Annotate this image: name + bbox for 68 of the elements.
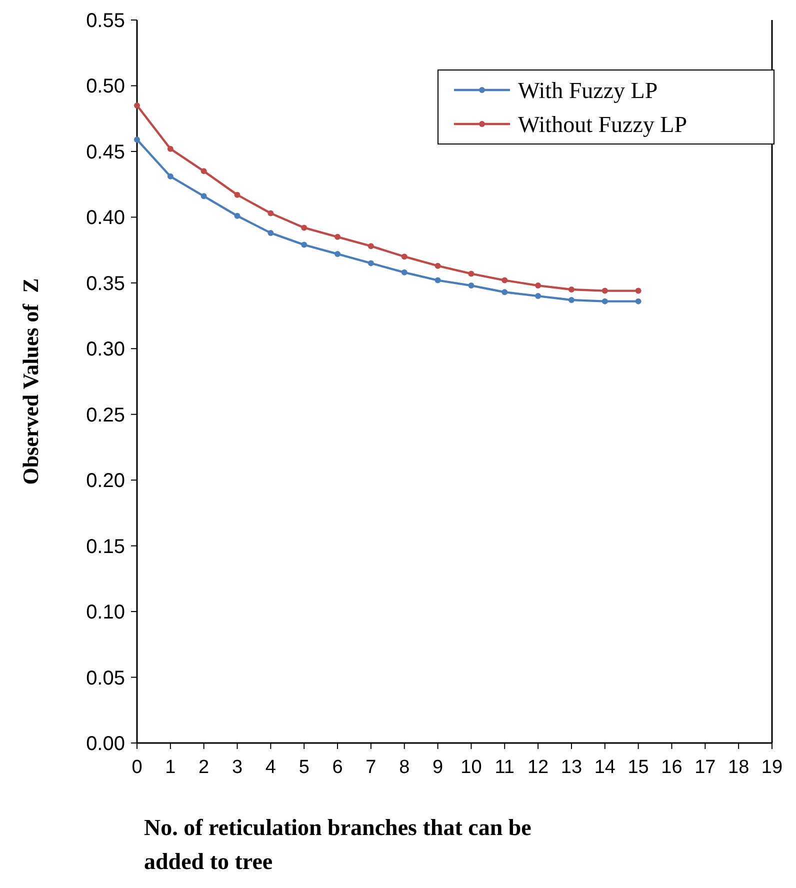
point [602,288,608,294]
y-tick-label: 0.20 [86,470,125,492]
y-tick-label: 0.15 [86,536,125,558]
point [200,168,207,174]
y-tick-label: 0.35 [86,272,125,295]
x-tick-label: 15 [628,757,649,778]
point [167,146,174,152]
point [635,288,642,294]
x-tick-label: 9 [432,757,444,778]
x-tick-label: 12 [527,757,549,778]
x-tick-label: 17 [694,757,716,778]
y-tick-label: 0.40 [86,207,125,230]
point [535,282,542,289]
point [134,136,140,143]
x-tick-label: 16 [661,757,682,778]
y-tick-label: 0.00 [86,733,125,755]
x-tick-label: 11 [494,757,514,778]
x-tick-label: 5 [298,757,310,778]
point [502,277,508,284]
point [434,262,441,269]
y-tick-label: 0.25 [86,404,125,426]
point [301,242,308,248]
point [468,270,474,277]
point [268,230,274,236]
x-tick-label: 1 [165,757,176,778]
x-axis-title: No. of reticulation branches that can be added to tree [144,815,532,874]
point [268,210,274,216]
y-axis-title: Observed Values of Z [18,278,43,485]
point [568,286,574,292]
point [234,192,240,198]
point [334,234,341,240]
point [568,297,574,303]
point [234,212,240,219]
point [434,277,441,284]
point [167,173,174,180]
point [401,269,408,276]
point [502,289,508,296]
y-tick-label: 0.10 [86,602,125,624]
x-tick-label: 19 [761,757,783,778]
point [200,193,207,200]
x-tick-label: 6 [332,757,343,778]
x-tick-label: 4 [265,757,276,778]
legend-label: Without Fuzzy LP [518,112,688,138]
point [535,293,542,300]
legend-label: With Fuzzy LP [518,78,658,104]
y-tick-label: 0.50 [86,76,125,98]
point [602,298,608,304]
x-tick-label: 0 [132,757,142,778]
point [134,102,140,108]
x-tick-label: 14 [594,757,616,778]
point [401,254,408,260]
x-tick-label: 13 [560,757,582,778]
x-tick-label: 8 [399,757,410,778]
x-tick-label: 3 [232,757,243,778]
x-tick-label: 7 [366,757,376,778]
y-tick-label: 0.45 [86,141,125,164]
x-tick-label: 2 [198,757,210,778]
point [635,298,642,304]
y-tick-label: 0.30 [86,338,125,361]
point [468,282,474,289]
y-tick-label: 0.55 [86,10,125,32]
point [368,260,374,266]
point [334,250,341,257]
x-tick-label: 10 [460,757,482,778]
y-tick-label: 0.05 [86,667,125,690]
point [301,224,308,231]
x-tick-label: 18 [728,757,750,778]
point [368,243,374,250]
